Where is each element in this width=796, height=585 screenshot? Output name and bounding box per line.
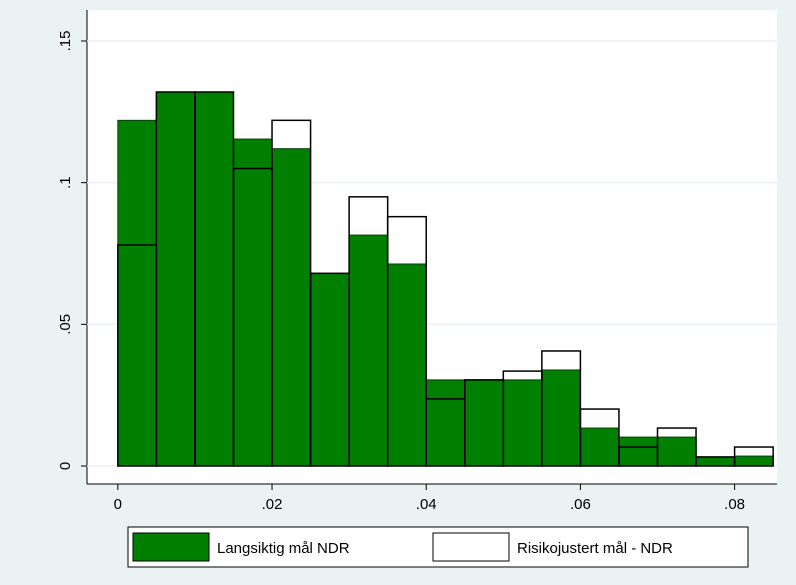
y-tick-label: .15 — [57, 31, 74, 52]
bar — [657, 436, 697, 467]
y-tick-label: .1 — [57, 176, 74, 189]
legend-swatch — [132, 532, 210, 562]
legend-swatch — [432, 532, 510, 562]
bar — [579, 408, 620, 467]
x-tick-label: .08 — [724, 496, 745, 513]
x-tick-label: 0 — [114, 496, 122, 513]
x-tick-label: .06 — [570, 496, 591, 513]
legend-label: Langsiktig mål NDR — [217, 540, 350, 557]
bar — [232, 138, 273, 467]
bar — [464, 379, 504, 467]
bar — [271, 148, 312, 467]
bar — [579, 427, 620, 467]
legend-label: Risikojustert mål - NDR — [517, 540, 673, 557]
bar — [348, 234, 389, 467]
bar — [425, 379, 466, 467]
bar — [155, 91, 196, 467]
bar — [194, 91, 234, 467]
bar — [502, 379, 543, 467]
x-tick-label: .04 — [416, 496, 437, 513]
bar — [695, 456, 736, 467]
bar — [733, 446, 774, 467]
bar — [734, 455, 774, 467]
y-tick-label: .05 — [57, 314, 74, 335]
bar — [541, 369, 581, 467]
bar — [387, 263, 427, 467]
bar — [656, 427, 697, 467]
bar — [618, 436, 659, 467]
y-tick-label: 0 — [57, 462, 74, 470]
bar — [386, 215, 427, 467]
x-tick-label: .02 — [262, 496, 283, 513]
bar — [117, 119, 157, 467]
bar — [310, 272, 350, 467]
